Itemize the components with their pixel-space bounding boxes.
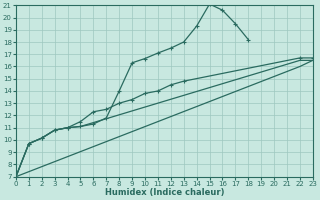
X-axis label: Humidex (Indice chaleur): Humidex (Indice chaleur) — [105, 188, 224, 197]
